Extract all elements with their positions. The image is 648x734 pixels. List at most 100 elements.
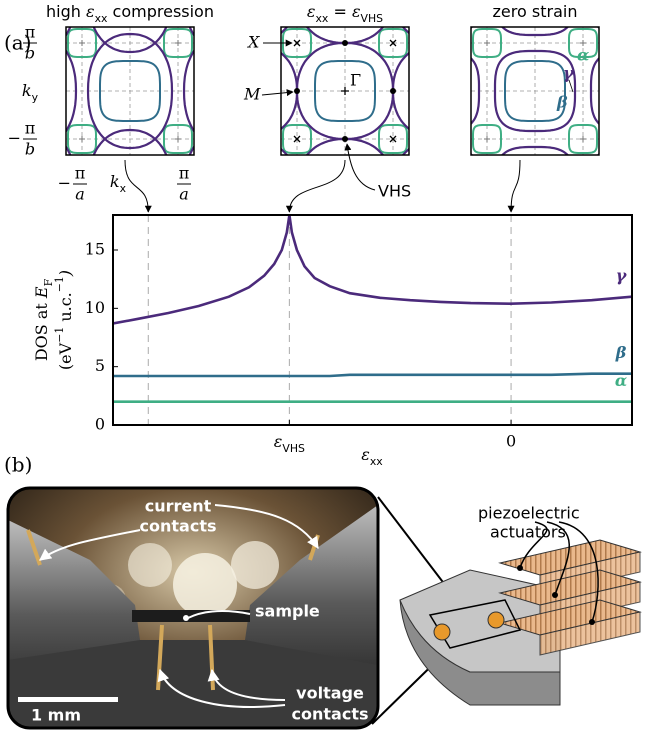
- subscript: VHS: [282, 442, 305, 455]
- fraction-sign: −: [58, 174, 71, 193]
- text-part: zero strain: [493, 2, 578, 21]
- fraction-numerator: π: [25, 23, 36, 42]
- bokeh: [173, 553, 237, 617]
- text-part: ε: [274, 432, 283, 451]
- dos-line: [113, 374, 632, 376]
- point-label: X: [246, 33, 260, 52]
- link-arrow: [125, 160, 148, 212]
- cross: [484, 136, 490, 142]
- photo-label: contacts: [292, 705, 369, 724]
- scale-label: 1 mm: [31, 706, 81, 725]
- ky-label: ky: [22, 81, 39, 104]
- screw: [434, 624, 450, 640]
- band-label: γ: [563, 64, 575, 83]
- band-label: α: [577, 46, 589, 65]
- subscript: x: [120, 182, 127, 195]
- figure: (a) (b) high εxx compressionεxx = εVHSze…: [0, 0, 648, 734]
- y-tick-label: 10: [85, 298, 105, 317]
- vhs-point: [294, 88, 300, 94]
- y-axis-label: DOS at EF: [32, 278, 55, 361]
- vhs-label: VHS: [378, 182, 411, 201]
- cross: [175, 136, 181, 142]
- photo-label: contacts: [140, 517, 217, 536]
- fraction-denominator: a: [179, 185, 189, 204]
- panel-label: (b): [4, 453, 32, 477]
- plot-frame: [113, 215, 632, 425]
- subscript: xx: [316, 12, 329, 25]
- scale-bar: [18, 697, 118, 702]
- panel-title: high εxx compression: [46, 2, 214, 25]
- vhs-point: [342, 40, 348, 46]
- pointer-dot: [552, 592, 558, 598]
- gamma-sheet: [201, 139, 297, 235]
- text-part: ): [56, 270, 75, 277]
- y-axis-label: (eV−1 u.c.−1): [53, 270, 75, 370]
- series-label: β: [615, 343, 627, 362]
- photo-label: current: [145, 497, 212, 516]
- text-part: k: [110, 172, 120, 191]
- text-part: ε: [307, 2, 316, 21]
- gamma-sheet: [184, 130, 268, 244]
- photo-label: voltage: [296, 684, 364, 703]
- dos-line: [113, 215, 632, 324]
- y-tick-label: 0: [95, 415, 105, 434]
- page: { "panel_labels": {"a": "(a)", "b": "(b)…: [0, 0, 648, 734]
- fraction-denominator: b: [25, 44, 35, 63]
- text-part: k: [22, 81, 32, 100]
- fermi-panel: [0, 0, 268, 244]
- bokeh: [231, 541, 279, 589]
- vhs-point: [390, 88, 396, 94]
- fraction-numerator: π: [75, 164, 86, 183]
- link-arrow: [289, 160, 345, 212]
- kx-label: kx: [110, 172, 127, 195]
- cross: [580, 136, 586, 142]
- series-label: α: [615, 371, 627, 390]
- text-part: u.c.: [56, 292, 75, 327]
- panel-title: εxx = εVHS: [307, 2, 383, 25]
- fermi-panel: [201, 0, 489, 235]
- point-label: M: [243, 85, 261, 104]
- schematic-label: piezoelectric: [478, 504, 580, 523]
- pointer-dot: [517, 565, 523, 571]
- fermi-panel: [399, 0, 648, 227]
- x-axis-label: εxx: [361, 445, 383, 468]
- screw: [488, 612, 504, 628]
- text-part: high: [46, 2, 86, 21]
- bokeh: [128, 543, 172, 587]
- text-part: E: [32, 286, 51, 299]
- y-tick-label: 15: [85, 240, 105, 259]
- text-part: =: [328, 2, 352, 21]
- cross: [79, 40, 85, 46]
- subscript: y: [32, 91, 39, 104]
- text-part: (eV: [56, 342, 75, 370]
- supscript: −1: [53, 327, 66, 343]
- fraction-numerator: π: [179, 164, 190, 183]
- fraction-denominator: a: [75, 185, 85, 204]
- pointer-dot: [183, 615, 189, 621]
- text-part: compression: [107, 2, 214, 21]
- schematic-label: actuators: [490, 523, 566, 542]
- subscript: xx: [95, 12, 108, 25]
- cross: [79, 136, 85, 142]
- supscript: −1: [53, 276, 66, 292]
- point-arrow: [262, 92, 293, 95]
- x-tick-label: 0: [506, 432, 516, 451]
- gamma-point: [341, 87, 349, 95]
- fraction-denominator: b: [25, 140, 35, 159]
- fraction-sign: −: [8, 129, 21, 148]
- series-label: γ: [616, 266, 628, 285]
- text-part: ε: [86, 2, 95, 21]
- y-tick-label: 5: [95, 356, 105, 375]
- vhs-arrow: [347, 144, 375, 190]
- photo-label: sample: [255, 602, 320, 621]
- gamma-sheet: [399, 51, 479, 131]
- link-arrow: [511, 160, 520, 212]
- x-point: [294, 40, 300, 46]
- subscript: VHS: [361, 12, 384, 25]
- cross: [484, 40, 490, 46]
- panel-title: zero strain: [493, 2, 578, 21]
- fraction-numerator: π: [25, 119, 36, 138]
- text-part: DOS at: [32, 298, 51, 361]
- vhs-point: [342, 136, 348, 142]
- text-part: ε: [352, 2, 361, 21]
